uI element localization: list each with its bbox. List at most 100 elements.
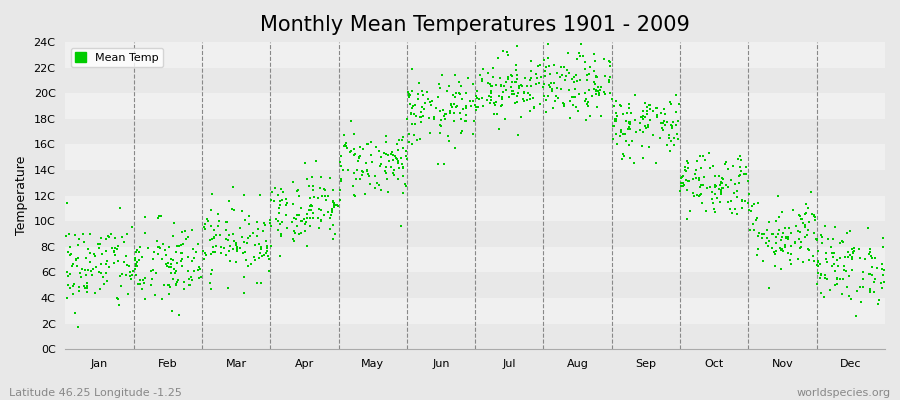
Point bbox=[747, 201, 761, 208]
Point bbox=[732, 180, 746, 187]
Point bbox=[59, 269, 74, 275]
Point bbox=[346, 182, 361, 189]
Point bbox=[327, 200, 341, 206]
Point bbox=[143, 268, 157, 274]
Point bbox=[834, 291, 849, 297]
Point bbox=[526, 104, 541, 111]
Bar bbox=[66, 324, 885, 349]
Point bbox=[590, 104, 605, 110]
Point bbox=[360, 140, 374, 147]
Point bbox=[751, 233, 765, 240]
Point bbox=[396, 190, 410, 196]
Point bbox=[374, 153, 389, 160]
Point bbox=[560, 67, 574, 73]
Point bbox=[379, 133, 393, 140]
Point bbox=[615, 156, 629, 162]
Point bbox=[804, 189, 818, 195]
Point bbox=[498, 116, 512, 122]
Point bbox=[598, 73, 612, 79]
Point bbox=[867, 278, 881, 285]
Point bbox=[75, 266, 89, 272]
Point bbox=[569, 104, 583, 110]
Point bbox=[278, 196, 293, 202]
Point bbox=[454, 96, 469, 103]
Point bbox=[117, 259, 131, 265]
Point bbox=[680, 158, 695, 164]
Point bbox=[356, 168, 370, 174]
Point bbox=[148, 292, 162, 298]
Point bbox=[311, 206, 326, 212]
Point bbox=[814, 290, 828, 296]
Point bbox=[828, 268, 842, 274]
Point bbox=[732, 173, 746, 179]
Point bbox=[175, 262, 189, 269]
Point bbox=[220, 219, 234, 226]
Point bbox=[275, 189, 290, 195]
Point bbox=[139, 230, 153, 236]
Point bbox=[433, 121, 447, 128]
Point bbox=[314, 174, 328, 180]
Point bbox=[273, 202, 287, 208]
Point bbox=[104, 245, 119, 252]
Point bbox=[250, 233, 265, 240]
Point bbox=[505, 90, 519, 97]
Point bbox=[168, 280, 183, 287]
Point bbox=[235, 233, 249, 240]
Point bbox=[856, 276, 870, 282]
Point bbox=[352, 154, 366, 161]
Point bbox=[455, 128, 470, 134]
Point bbox=[680, 165, 695, 171]
Point bbox=[422, 115, 436, 122]
Point bbox=[686, 176, 700, 182]
Point bbox=[468, 92, 482, 99]
Point bbox=[163, 284, 177, 290]
Point bbox=[728, 206, 742, 212]
Point bbox=[636, 154, 651, 161]
Point bbox=[232, 225, 247, 231]
Point bbox=[579, 58, 593, 65]
Point bbox=[235, 208, 249, 214]
Point bbox=[466, 131, 481, 138]
Point bbox=[361, 141, 375, 148]
Point bbox=[773, 245, 788, 252]
Point bbox=[739, 171, 753, 178]
Point bbox=[424, 102, 438, 108]
Point bbox=[129, 261, 143, 267]
Point bbox=[448, 145, 463, 152]
Point bbox=[876, 244, 890, 250]
Point bbox=[541, 93, 555, 100]
Point bbox=[124, 271, 139, 278]
Point bbox=[483, 88, 498, 94]
Point bbox=[654, 120, 669, 126]
Point bbox=[845, 254, 859, 260]
Point bbox=[197, 226, 211, 232]
Point bbox=[402, 101, 417, 107]
Point bbox=[286, 178, 301, 185]
Point bbox=[718, 181, 733, 188]
Point bbox=[774, 247, 788, 254]
Point bbox=[212, 223, 226, 229]
Point bbox=[618, 118, 633, 124]
Point bbox=[65, 263, 79, 270]
Point bbox=[548, 97, 562, 104]
Point bbox=[122, 263, 137, 269]
Point bbox=[778, 242, 793, 248]
Point bbox=[799, 232, 814, 238]
Point bbox=[102, 264, 116, 270]
Point bbox=[175, 250, 189, 257]
Point bbox=[476, 65, 491, 72]
Point bbox=[396, 164, 410, 171]
Point bbox=[203, 222, 218, 229]
Point bbox=[380, 176, 394, 182]
Point bbox=[790, 256, 805, 262]
Point bbox=[591, 83, 606, 90]
Point bbox=[765, 244, 779, 251]
Point bbox=[602, 78, 616, 85]
Point bbox=[608, 116, 623, 123]
Point bbox=[741, 200, 755, 206]
Point bbox=[625, 138, 639, 145]
Point bbox=[410, 90, 425, 97]
Point bbox=[160, 260, 175, 266]
Point bbox=[660, 142, 674, 149]
Point bbox=[594, 84, 608, 90]
